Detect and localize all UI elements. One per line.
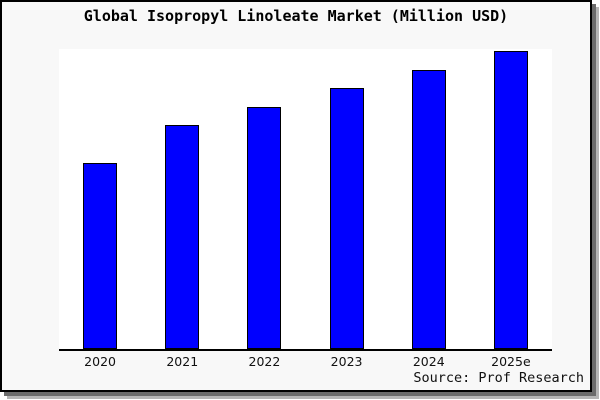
- x-tick-label-2024: 2024: [412, 354, 445, 369]
- x-tick-label-2023: 2023: [330, 354, 363, 369]
- bar-2023: [329, 88, 364, 349]
- x-tick-label-2025e: 2025e: [491, 354, 531, 369]
- chart-title: Global Isopropyl Linoleate Market (Milli…: [83, 7, 509, 25]
- chart-frame: Global Isopropyl Linoleate Market (Milli…: [0, 0, 592, 392]
- plot-area: [59, 49, 552, 351]
- bar-2020: [83, 163, 118, 349]
- x-axis-labels: 2020 2021 2022 2023 2024 2025e: [59, 354, 552, 370]
- bar-2022: [247, 107, 282, 349]
- x-tick-label-2020: 2020: [84, 354, 116, 369]
- bar-2021: [165, 125, 200, 349]
- x-tick-label-2021: 2021: [166, 354, 199, 369]
- x-tick-label-2022: 2022: [248, 354, 281, 369]
- bar-2025e: [493, 51, 528, 349]
- source-credit: Source: Prof Research: [413, 370, 584, 386]
- bar-2024: [411, 70, 446, 349]
